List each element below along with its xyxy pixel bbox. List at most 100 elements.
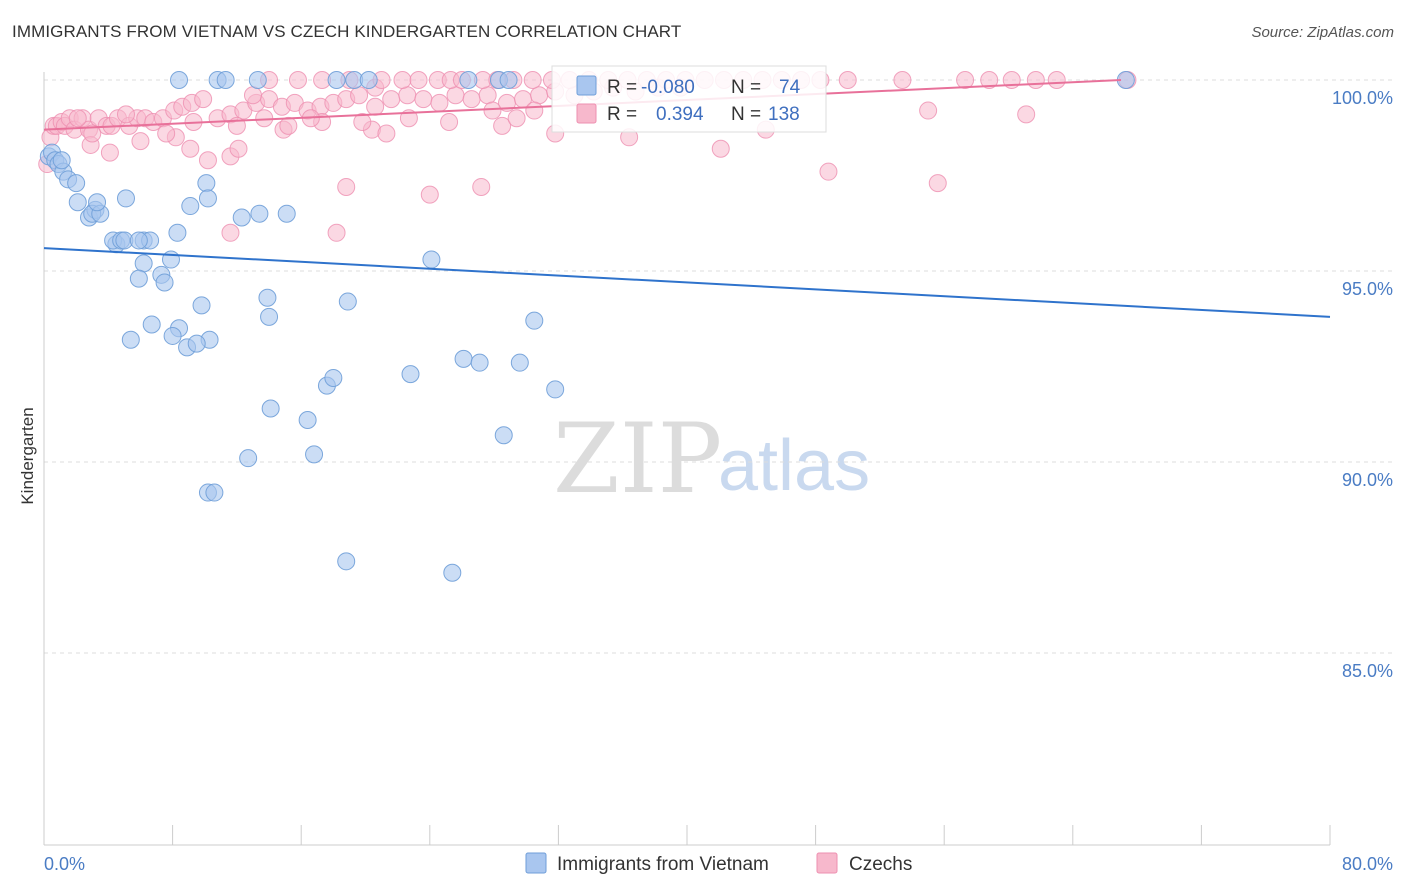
czech-point bbox=[194, 90, 213, 109]
czech-point bbox=[440, 113, 459, 132]
vietnam-point bbox=[205, 483, 224, 502]
czech-point bbox=[525, 101, 544, 120]
vietnam-point bbox=[116, 189, 135, 208]
vietnam-point bbox=[134, 254, 153, 273]
vietnam-point bbox=[187, 334, 206, 353]
vietnam-point bbox=[277, 204, 296, 223]
czech-point bbox=[483, 101, 502, 120]
czech-point bbox=[398, 86, 417, 105]
vietnam-point bbox=[324, 368, 343, 387]
czech-point bbox=[838, 71, 857, 89]
vietnam-point bbox=[338, 292, 357, 311]
stats-r-label-czech: R = bbox=[607, 104, 637, 125]
vietnam-point bbox=[258, 288, 277, 307]
czech-point bbox=[229, 139, 248, 158]
vietnam-trend-line bbox=[43, 247, 1331, 318]
czech-point bbox=[350, 86, 369, 105]
watermark-atlas: atlas bbox=[718, 426, 870, 506]
czech-point bbox=[893, 71, 912, 89]
czech-point bbox=[157, 124, 176, 143]
vietnam-point bbox=[470, 353, 489, 372]
czech-point bbox=[221, 223, 240, 242]
vietnam-point bbox=[121, 330, 140, 349]
vietnam-point bbox=[168, 223, 187, 242]
vietnam-point bbox=[170, 71, 189, 89]
vietnam-point bbox=[454, 349, 473, 368]
vietnam-point bbox=[250, 204, 269, 223]
vietnam-point bbox=[422, 250, 441, 269]
vietnam-point bbox=[88, 193, 107, 212]
vietnam-point bbox=[298, 410, 317, 429]
czech-point bbox=[462, 90, 481, 109]
stats-n-label-vietnam: N = bbox=[731, 77, 761, 98]
czech-point bbox=[1017, 105, 1036, 124]
vietnam-point bbox=[129, 231, 148, 250]
vietnam-point bbox=[443, 563, 462, 582]
x-tick-label-min: 0.0% bbox=[44, 854, 85, 874]
vietnam-point bbox=[192, 296, 211, 315]
czech-point bbox=[288, 71, 307, 89]
stats-n-label-czech: N = bbox=[731, 104, 761, 125]
vietnam-point bbox=[129, 269, 148, 288]
grid-layer bbox=[44, 79, 1393, 654]
czech-point bbox=[446, 86, 465, 105]
czech-point bbox=[366, 97, 385, 116]
vietnam-point bbox=[52, 151, 71, 170]
czech-point bbox=[100, 143, 119, 162]
stats-swatch-vietnam bbox=[576, 75, 597, 96]
czech-point bbox=[382, 90, 401, 109]
vietnam-point bbox=[494, 426, 513, 445]
legend-swatch-vietnam bbox=[525, 852, 547, 874]
czech-point bbox=[530, 86, 549, 105]
chart-title: IMMIGRANTS FROM VIETNAM VS CZECH KINDERG… bbox=[12, 22, 682, 41]
vietnam-point bbox=[459, 71, 478, 89]
vietnam-point bbox=[261, 399, 280, 418]
vietnam-point bbox=[239, 449, 258, 468]
czech-point bbox=[255, 109, 274, 128]
czech-point bbox=[327, 223, 346, 242]
vietnam-point bbox=[181, 197, 200, 216]
stats-r-value-vietnam: -0.080 bbox=[641, 77, 695, 98]
stats-swatch-czech bbox=[576, 103, 597, 124]
czech-point bbox=[116, 105, 135, 124]
czech-point bbox=[711, 139, 730, 158]
y-tick-label: 90.0% bbox=[1342, 470, 1393, 490]
czech-point bbox=[919, 101, 938, 120]
vietnam-point bbox=[337, 552, 356, 571]
czech-point bbox=[68, 109, 87, 128]
czech-point bbox=[377, 124, 396, 143]
source-attribution: Source: ZipAtlas.com bbox=[1251, 24, 1394, 41]
vietnam-point bbox=[68, 193, 87, 212]
czech-point bbox=[493, 116, 512, 135]
czech-point bbox=[243, 86, 262, 105]
vietnam-point bbox=[305, 445, 324, 464]
vietnam-point bbox=[359, 71, 378, 89]
y-axis-title: Kindergarten bbox=[18, 407, 37, 504]
czech-point bbox=[472, 177, 491, 196]
watermark-zip: ZIP bbox=[553, 403, 722, 515]
vietnam-point bbox=[197, 174, 216, 193]
vietnam-point bbox=[216, 71, 235, 89]
czech-point bbox=[1026, 71, 1045, 89]
vietnam-point bbox=[232, 208, 251, 227]
vietnam-point bbox=[198, 189, 217, 208]
stats-n-value-czech: 138 bbox=[768, 104, 800, 125]
vietnam-point bbox=[510, 353, 529, 372]
bottom-legend: Immigrants from Vietnam Czechs bbox=[525, 852, 912, 875]
vietnam-point bbox=[499, 71, 518, 89]
czech-point bbox=[409, 71, 428, 89]
x-tick-label-max: 80.0% bbox=[1342, 854, 1393, 874]
czech-point bbox=[131, 132, 150, 151]
czech-point bbox=[181, 139, 200, 158]
czech-point bbox=[337, 177, 356, 196]
y-tick-label: 85.0% bbox=[1342, 661, 1393, 681]
stats-r-value-czech: 0.394 bbox=[656, 104, 704, 125]
czech-point bbox=[198, 151, 217, 170]
czech-point bbox=[478, 86, 497, 105]
axis-layer: 100.0% 95.0% 90.0% 85.0% bbox=[43, 72, 1393, 846]
stats-r-label-vietnam: R = bbox=[607, 77, 637, 98]
czech-point bbox=[523, 71, 542, 89]
czech-point bbox=[430, 93, 449, 112]
vietnam-point bbox=[67, 174, 86, 193]
czech-point bbox=[1047, 71, 1066, 89]
